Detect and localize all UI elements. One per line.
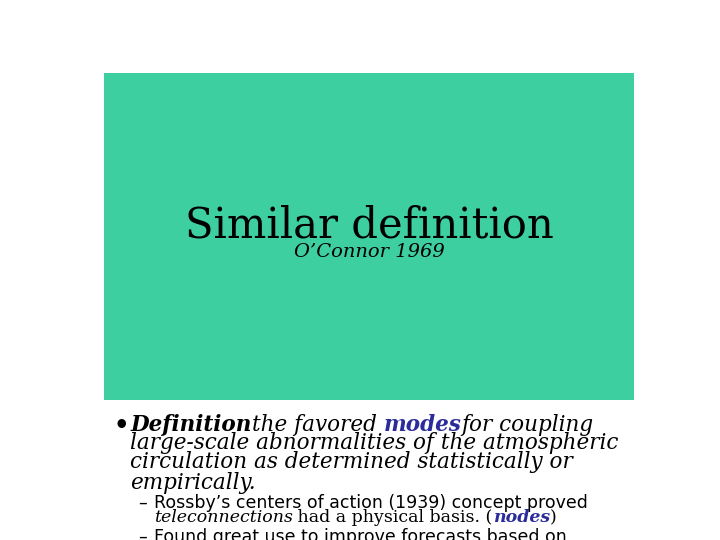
Text: teleconnections: teleconnections bbox=[153, 509, 292, 526]
Text: ): ) bbox=[550, 509, 557, 526]
Text: –: – bbox=[138, 528, 147, 540]
Text: empirically.: empirically. bbox=[130, 472, 256, 494]
Text: Rossby’s centers of action (1939) concept proved: Rossby’s centers of action (1939) concep… bbox=[153, 494, 588, 512]
Text: large-scale abnormalities of the atmospheric: large-scale abnormalities of the atmosph… bbox=[130, 432, 618, 454]
Text: circulation as determined statistically or: circulation as determined statistically … bbox=[130, 450, 573, 472]
Text: nodes: nodes bbox=[492, 509, 550, 526]
Text: the favored: the favored bbox=[252, 414, 384, 436]
Text: Similar definition: Similar definition bbox=[184, 204, 554, 246]
Text: –: – bbox=[138, 494, 147, 512]
Bar bbox=[104, 72, 634, 400]
Text: Definition: Definition bbox=[130, 414, 252, 436]
Text: O’Connor 1969: O’Connor 1969 bbox=[294, 242, 444, 260]
Text: for coupling: for coupling bbox=[462, 414, 593, 436]
Text: modes: modes bbox=[384, 414, 462, 436]
Text: had a physical basis. (: had a physical basis. ( bbox=[292, 509, 492, 526]
Text: •: • bbox=[113, 414, 129, 437]
Text: Found great use to improve forecasts based on: Found great use to improve forecasts bas… bbox=[153, 528, 567, 540]
